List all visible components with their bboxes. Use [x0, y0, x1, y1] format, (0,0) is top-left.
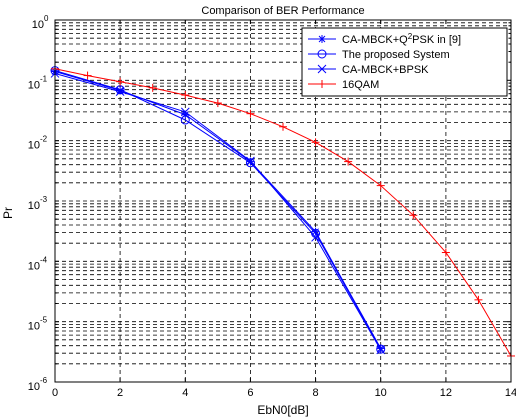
- data-point: [344, 157, 353, 166]
- y-tick-base: 10: [28, 381, 40, 393]
- x-tick-label: 10: [375, 387, 387, 399]
- legend-label: CA-MBCK+Q2PSK in [9]: [342, 32, 461, 46]
- y-tick-label: 10-6: [28, 376, 48, 393]
- data-point: [474, 295, 483, 304]
- y-tick-base: 10: [28, 200, 40, 212]
- series-line: [54, 70, 382, 350]
- y-tick-base: 10: [28, 140, 40, 152]
- data-point: [376, 345, 386, 355]
- y-tick-exponent: -4: [40, 255, 48, 264]
- data-point: [376, 181, 385, 190]
- y-tick-exponent: -6: [40, 376, 48, 385]
- y-tick-exponent: -2: [40, 135, 48, 144]
- data-point: [148, 83, 157, 92]
- data-point: [180, 115, 190, 125]
- data-point: [115, 87, 125, 96]
- y-tick-base: 10: [28, 260, 40, 272]
- x-axis-label: EbN0[dB]: [257, 403, 308, 417]
- y-tick-base: 10: [28, 321, 40, 333]
- data-point: [311, 138, 320, 147]
- x-tick-label: 12: [440, 387, 452, 399]
- y-tick-base: 10: [32, 19, 44, 31]
- y-tick-exponent: -5: [40, 316, 48, 325]
- data-point: [279, 122, 287, 131]
- series-line: [54, 73, 382, 351]
- data-point: [246, 109, 255, 118]
- x-tick-label: 2: [117, 387, 123, 399]
- y-tick-label: 100: [32, 14, 49, 31]
- y-tick-label: 10-5: [28, 316, 48, 333]
- x-tick-label: 8: [313, 387, 319, 399]
- y-tick-label: 10-3: [28, 195, 48, 212]
- x-tick-label: 0: [52, 387, 58, 399]
- legend-entry: CA-MBCK+BPSK: [308, 64, 429, 76]
- y-axis-label: Pr: [1, 207, 15, 219]
- data-point: [311, 232, 320, 242]
- y-tick-exponent: -1: [40, 74, 48, 83]
- legend-label: 16QAM: [342, 79, 379, 91]
- data-point: [83, 71, 92, 80]
- y-tick-exponent: -3: [40, 195, 48, 204]
- y-tick-label: 10-2: [28, 135, 48, 152]
- x-tick-label: 4: [182, 387, 188, 399]
- legend: CA-MBCK+Q2PSK in [9] The proposed System C…: [301, 27, 508, 97]
- data-point: [317, 49, 327, 59]
- y-tick-exponent: 0: [44, 14, 49, 23]
- legend-entry: CA-MBCK+Q2PSK in [9]: [308, 32, 461, 46]
- data-point: [441, 248, 450, 257]
- plot-frame: [54, 19, 512, 383]
- data-point: [317, 64, 327, 74]
- legend-label: CA-MBCK+BPSK: [342, 64, 429, 76]
- legend-label: The proposed System: [342, 49, 450, 61]
- x-tick-labels: 0 2 4 6 8 10 12 14: [52, 387, 516, 399]
- data-point: [116, 77, 125, 86]
- data-point: [213, 99, 222, 108]
- data-point: [181, 91, 190, 100]
- data-point: [245, 158, 255, 168]
- x-tick-label: 14: [505, 387, 516, 399]
- x-tick-label: 6: [247, 387, 253, 399]
- data-point: [409, 211, 418, 220]
- data-point: [115, 85, 125, 95]
- chart-title: Comparison of BER Performance: [201, 5, 364, 17]
- data-point: [318, 35, 326, 43]
- legend-entry: 16QAM: [308, 79, 379, 91]
- data-point: [318, 80, 326, 88]
- series-3: [50, 69, 386, 355]
- data-point: [246, 156, 255, 166]
- series-line: [54, 71, 382, 349]
- data-point: [376, 344, 386, 354]
- data-point: [180, 107, 190, 117]
- legend-box: [301, 27, 508, 97]
- y-tick-label: 10-1: [28, 74, 48, 91]
- legend-entry: The proposed System: [308, 49, 450, 61]
- data-series: [50, 64, 515, 360]
- y-tick-base: 10: [28, 79, 40, 91]
- y-tick-label: 10-4: [28, 255, 48, 272]
